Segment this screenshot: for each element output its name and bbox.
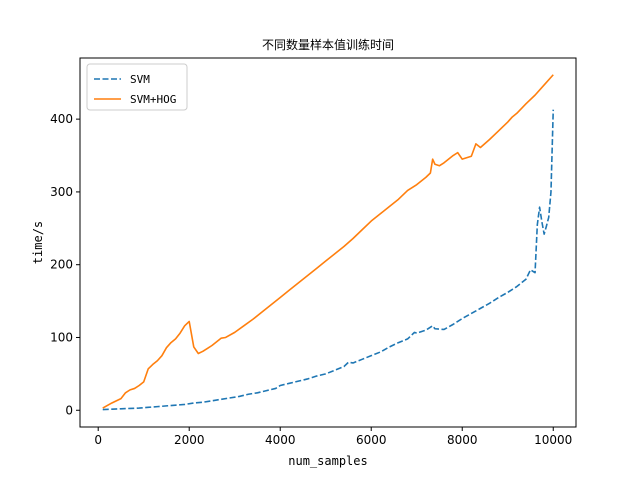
y-tick-label: 0 [65,403,73,417]
legend: SVM SVM+HOG [86,63,188,111]
x-tick-label: 0 [94,433,102,447]
x-tick-label: 6000 [356,433,387,447]
series-line-svm-hog [102,74,554,409]
legend-label: SVM+HOG [130,93,176,106]
x-tick-label: 10000 [534,433,572,447]
legend-label: SVM [130,73,150,86]
y-tick-label: 200 [50,258,73,272]
y-tick-label: 400 [50,112,73,126]
y-tick-label: 300 [50,185,73,199]
x-tick-label: 4000 [265,433,296,447]
axes-frame [79,57,577,428]
plot-area [102,74,555,411]
axis-ticks: 0 2000 4000 6000 8000 10000 0 100 200 300 400 [50,112,572,447]
y-axis-label: time/s [31,221,45,264]
chart-title: 不同数量样本值训练时间 [262,37,394,52]
y-tick-label: 100 [50,330,73,344]
x-tick-label: 2000 [174,433,205,447]
x-tick-label: 8000 [447,433,478,447]
x-axis-label: num_samples [288,454,367,468]
series-line-svm [102,109,555,411]
